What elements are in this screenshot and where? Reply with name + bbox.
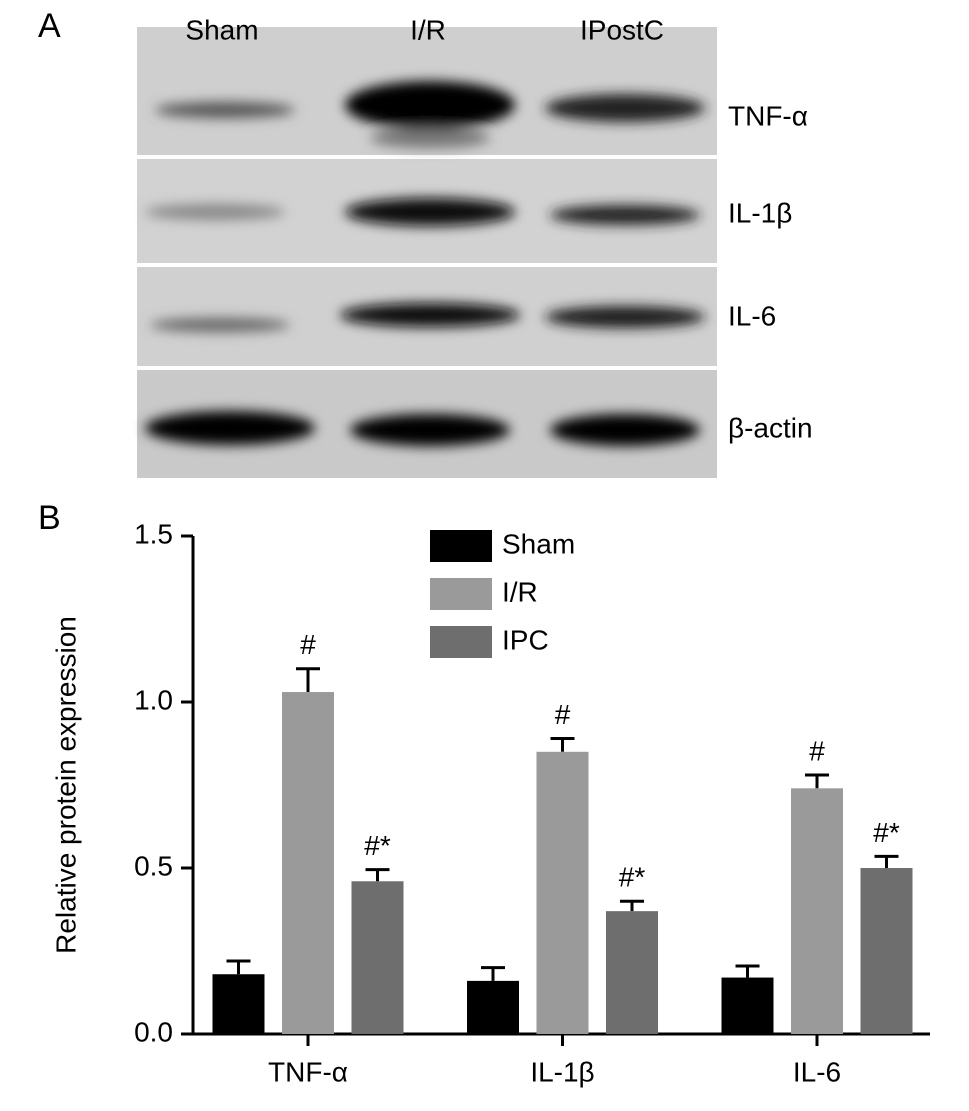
x-tick-label: TNF-α <box>268 1056 348 1087</box>
bar <box>212 974 265 1034</box>
protein-label: IL-1β <box>728 197 792 228</box>
bar <box>606 911 658 1034</box>
lane-label: I/R <box>410 14 446 45</box>
bar <box>282 692 334 1034</box>
legend-swatch <box>430 578 492 610</box>
bar <box>860 868 913 1034</box>
significance-label: # <box>555 699 571 730</box>
y-tick-label: 0.0 <box>134 1016 173 1047</box>
significance-label: #* <box>619 862 646 893</box>
y-tick-label: 1.0 <box>134 684 173 715</box>
legend-swatch <box>430 530 492 562</box>
y-tick-label: 1.5 <box>134 518 173 549</box>
bar <box>721 977 774 1034</box>
bar <box>536 751 589 1034</box>
protein-label: IL-6 <box>728 300 776 331</box>
bar <box>351 881 404 1034</box>
significance-label: # <box>809 735 825 766</box>
bar <box>791 788 843 1034</box>
legend-label: Sham <box>502 528 575 559</box>
legend-swatch <box>430 626 492 658</box>
lane-label: IPostC <box>580 14 664 45</box>
protein-label: β-actin <box>728 412 813 443</box>
blot <box>137 27 717 478</box>
y-axis-title: Relative protein expression <box>50 616 81 954</box>
panel-label: A <box>38 7 61 45</box>
legend-label: I/R <box>502 576 538 607</box>
x-tick-label: IL-6 <box>793 1056 841 1087</box>
bar <box>467 980 519 1034</box>
panel-label: B <box>38 499 61 537</box>
significance-label: #* <box>364 830 391 861</box>
lane-label: Sham <box>185 14 258 45</box>
x-tick-label: IL-1β <box>530 1056 594 1087</box>
y-tick-label: 0.5 <box>134 850 173 881</box>
significance-label: #* <box>873 817 900 848</box>
legend-label: IPC <box>502 624 549 655</box>
protein-label: TNF-α <box>728 100 808 131</box>
significance-label: # <box>300 629 316 660</box>
